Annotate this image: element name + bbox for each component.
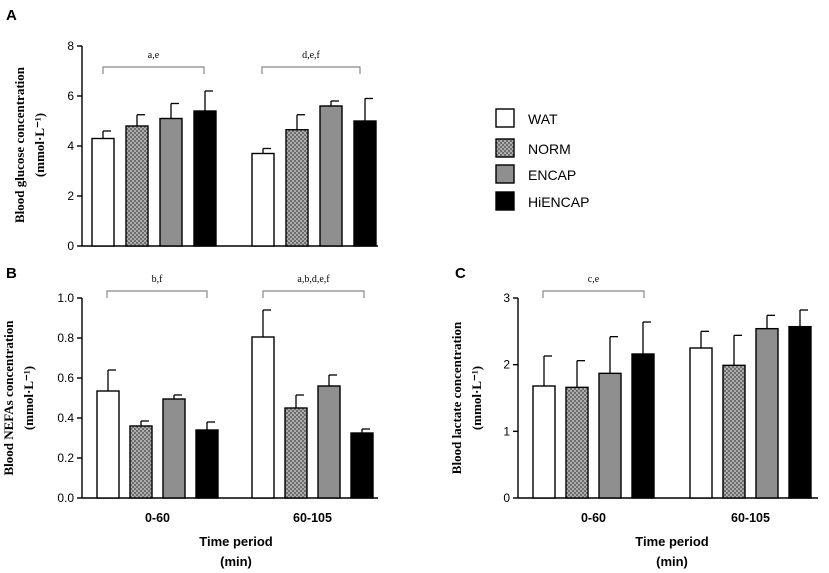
bar-a-hiencap-1 [353, 120, 377, 247]
panel-b-xtick-label: 0-60 [145, 511, 170, 525]
panel-c-xlabel-line1: Time period [635, 534, 709, 549]
panel-letter-a: A [6, 7, 17, 24]
legend-swatch-hiencap [495, 191, 515, 211]
bar-b-encap-0 [162, 398, 186, 499]
panel-a-ylabel-line2: (mmol·L⁻¹) [32, 113, 47, 177]
bar-a-encap-1 [319, 105, 343, 247]
legend-label-hiencap: HiENCAP [528, 194, 589, 210]
panel-b-nefas: Blood NEFAs concentration (mmol·L⁻¹) 0.0… [1, 274, 378, 569]
bar-a-hiencap-0 [193, 110, 217, 247]
panel-a-annotation: d,e,f [302, 50, 320, 61]
panel-a-ytick-label: 2 [67, 189, 74, 203]
bar-a-norm-1 [285, 129, 309, 247]
bar-b-norm-0 [129, 425, 153, 499]
legend-label-wat: WAT [528, 111, 558, 127]
panel-b-ytick-label: 0.2 [57, 451, 74, 465]
panel-b-plot: 0.0 0.2 0.4 0.6 0.8 1.0 0-60 60-105 b,f a,b,d,e,f [57, 274, 378, 525]
panel-c-ytick-label: 0 [503, 491, 510, 505]
panel-b-bracket [106, 290, 208, 298]
bar-a-wat-0 [91, 137, 115, 247]
bar-c-wat-0 [532, 385, 556, 499]
legend-swatch-norm [495, 138, 515, 158]
legend-label-norm: NORM [528, 141, 571, 157]
bar-c-hiencap-0 [631, 353, 655, 499]
bar-c-encap-1 [755, 327, 779, 499]
panel-c-ytick-label: 1 [503, 424, 510, 438]
legend: WAT NORM ENCAP HiENCAP [495, 108, 589, 211]
bar-b-norm-1 [284, 407, 308, 499]
bar-a-encap-0 [159, 117, 183, 247]
panel-a-ytick-label: 4 [67, 139, 74, 153]
bar-b-hiencap-1 [350, 432, 374, 499]
bar-a-wat-1 [251, 152, 275, 247]
bar-b-hiencap-0 [195, 429, 219, 499]
panel-c-ylabel-line2: (mmol·L⁻¹) [469, 366, 484, 430]
bar-b-encap-1 [317, 385, 341, 499]
panel-b-ytick-label: 0.6 [57, 371, 74, 385]
panel-c-ytick-label: 2 [503, 358, 510, 372]
bar-c-norm-0 [565, 386, 589, 499]
panel-a-ytick-label: 6 [67, 89, 74, 103]
panel-c-annotation: c,e [588, 274, 600, 285]
panel-b-bracket [262, 290, 365, 298]
panel-b-ylabel-line2: (mmol·L⁻¹) [21, 366, 36, 430]
panel-b-xtick-label: 60-105 [293, 511, 332, 525]
panel-b-ytick-label: 0.0 [57, 491, 74, 505]
bar-c-hiencap-1 [788, 325, 812, 499]
legend-swatch-wat [495, 108, 515, 128]
panel-a-bracket [102, 66, 205, 74]
panel-a-plot: 0 2 4 6 8 a,e d,e,f [67, 39, 378, 253]
panel-b-ytick-label: 0.4 [57, 411, 74, 425]
panel-c-ytick-label: 3 [503, 291, 510, 305]
bar-b-wat-0 [96, 390, 120, 499]
panel-a-ytick-label: 8 [67, 39, 74, 53]
panel-letter-b: B [6, 265, 17, 282]
panel-a-ytick-label: 0 [67, 239, 74, 253]
panel-c-xtick-label: 0-60 [581, 511, 606, 525]
panel-a-annotation: a,e [148, 50, 160, 61]
panel-b-xlabel-line2: (min) [220, 554, 252, 569]
panel-c-bracket [542, 290, 645, 298]
panel-c-plot: 0 1 2 3 0-60 60-105 c,e [503, 274, 818, 525]
panel-b-xlabel-line1: Time period [199, 534, 273, 549]
panel-a-glucose: Blood glucose concentration (mmol·L⁻¹) 0… [12, 39, 378, 253]
panel-c-xlabel-line2: (min) [656, 554, 688, 569]
legend-label-encap: ENCAP [528, 167, 576, 183]
panel-c-ylabel-line1: Blood lactate concentration [449, 321, 464, 474]
panel-b-ytick-label: 1.0 [57, 291, 74, 305]
panel-c-lactate: Blood lactate concentration (mmol·L⁻¹) 0… [449, 274, 818, 569]
bar-a-norm-0 [125, 125, 149, 247]
panel-a-bracket [261, 66, 361, 74]
bar-c-norm-1 [722, 364, 746, 499]
panel-b-annotation: a,b,d,e,f [297, 274, 330, 285]
panel-a-ylabel-line1: Blood glucose concentration [12, 66, 27, 223]
legend-swatch-encap [495, 164, 515, 184]
panel-b-ylabel-line1: Blood NEFAs concentration [1, 320, 16, 476]
panel-c-xtick-label: 60-105 [731, 511, 770, 525]
panel-b-annotation: b,f [152, 274, 164, 285]
bar-c-encap-0 [598, 372, 622, 499]
panel-letter-c: C [455, 265, 466, 282]
bar-b-wat-1 [251, 336, 275, 499]
panel-b-ytick-label: 0.8 [57, 331, 74, 345]
bar-c-wat-1 [689, 347, 713, 499]
